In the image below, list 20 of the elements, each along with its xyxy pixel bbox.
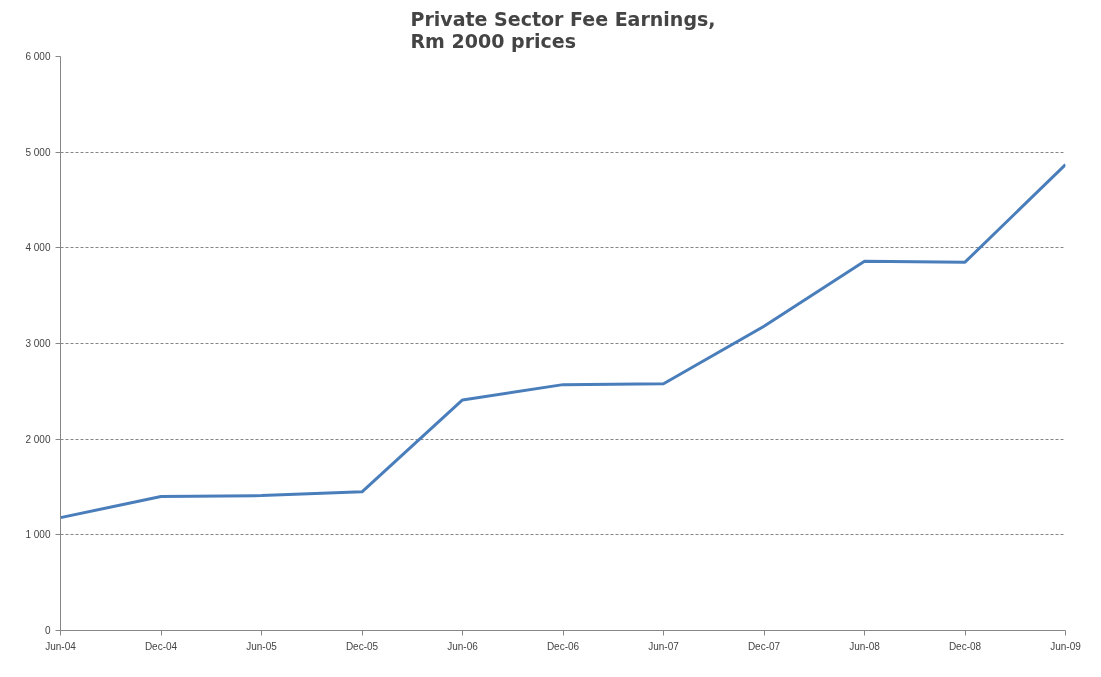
x-tick-label: Dec-04	[144, 640, 178, 652]
x-tick-label: Dec-08	[948, 640, 982, 652]
y-tick-label: 2 000	[25, 433, 51, 445]
x-tick-label: Jun-07	[648, 640, 680, 652]
y-tick-label: 5 000	[25, 146, 51, 158]
y-tick-label: 0	[44, 625, 51, 636]
y-tick-label: 3 000	[25, 338, 51, 349]
y-tick-label: 1 000	[25, 529, 51, 541]
x-tick-label: Jun-09	[1050, 640, 1082, 652]
x-tick-label: Jun-05	[246, 640, 278, 652]
x-tick-label: Jun-08	[849, 640, 881, 652]
x-tick-label: Dec-07	[747, 640, 781, 652]
x-tick-label: Jun-06	[447, 640, 479, 652]
y-tick-label: 6 000	[25, 51, 51, 62]
line-series	[60, 163, 1066, 520]
x-tick-label: Dec-06	[546, 640, 580, 652]
y-tick-label: 4 000	[25, 242, 51, 254]
x-tick-label: Dec-05	[345, 640, 379, 652]
x-tick-label: Jun-04	[45, 640, 77, 652]
chart-title: Private Sector Fee Earnings, Rm 2000 prices	[410, 7, 716, 52]
